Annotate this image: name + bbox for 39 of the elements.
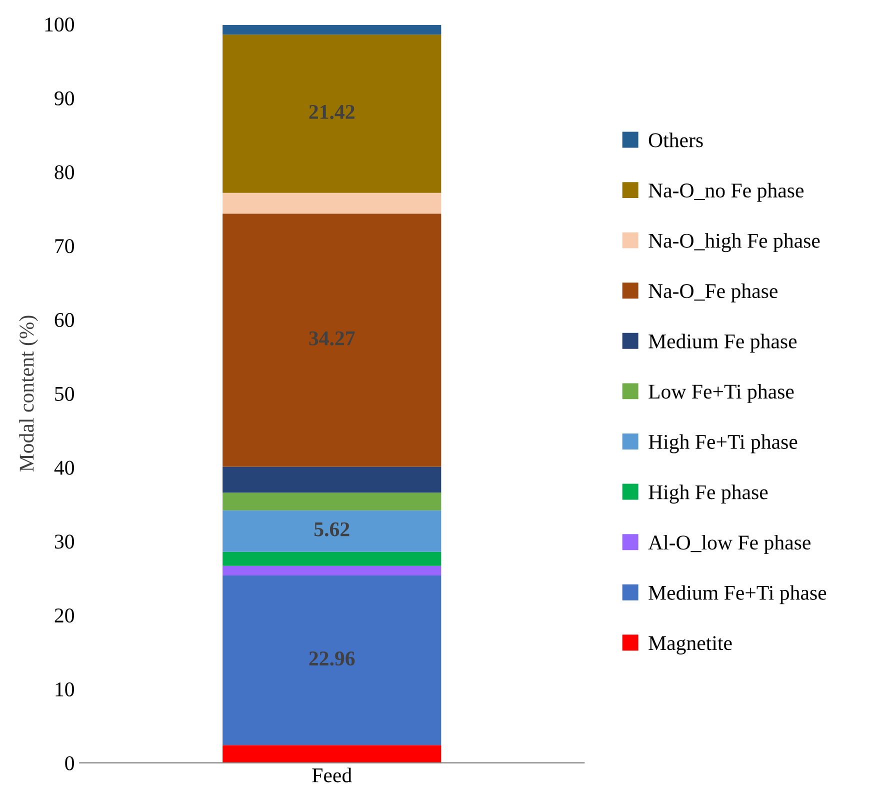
y-tick-label: 10: [56, 682, 74, 696]
bar: [222, 192, 442, 214]
x-tick-label: Feed: [312, 768, 352, 782]
bar: [222, 492, 442, 510]
bar: [222, 576, 442, 746]
y-tick-label: 90: [54, 91, 74, 106]
bar: [222, 214, 442, 467]
y-tick-label: 100: [45, 17, 74, 32]
y-tick-label: 60: [54, 312, 74, 328]
y-tick-label: 30: [54, 534, 74, 549]
data-label: 21.42: [309, 104, 354, 120]
y-tick-label: 0: [65, 756, 74, 770]
legend-label: Na-O_high Fe phase: [648, 233, 820, 252]
bar: [222, 34, 442, 193]
legend-label: Medium Fe phase: [648, 334, 797, 353]
legend-label: Medium Fe+Ti phase: [648, 585, 826, 604]
legend-label: Al-O_low Fe phase: [648, 534, 810, 554]
data-label: 34.27: [309, 331, 355, 346]
y-tick-label: 40: [54, 460, 74, 475]
bar: [222, 745, 442, 763]
bar: [222, 552, 442, 566]
bar: [222, 510, 442, 552]
data-label: 22.96: [309, 652, 355, 666]
y-tick-label: 50: [55, 386, 74, 401]
legend-label: Na-O_no Fe phase: [648, 182, 804, 202]
legend-label: High Fe+Ti phase: [648, 434, 798, 454]
legend-label: High Fe phase: [648, 484, 768, 504]
y-axis-title: Modal content (%): [19, 316, 38, 472]
bar: [222, 25, 442, 35]
bar: [222, 466, 442, 493]
legend-label: Na-O_Fe phase: [648, 283, 778, 302]
bar: [222, 566, 442, 576]
legend-label: Magnetite: [648, 636, 732, 654]
legend-label: Others: [648, 132, 703, 148]
y-tick-label: 80: [54, 165, 74, 180]
data-label: 5.62: [314, 522, 350, 536]
legend-label: Low Fe+Ti phase: [648, 384, 794, 403]
y-tick-label: 20: [54, 608, 74, 623]
y-tick-label: 70: [55, 239, 74, 254]
